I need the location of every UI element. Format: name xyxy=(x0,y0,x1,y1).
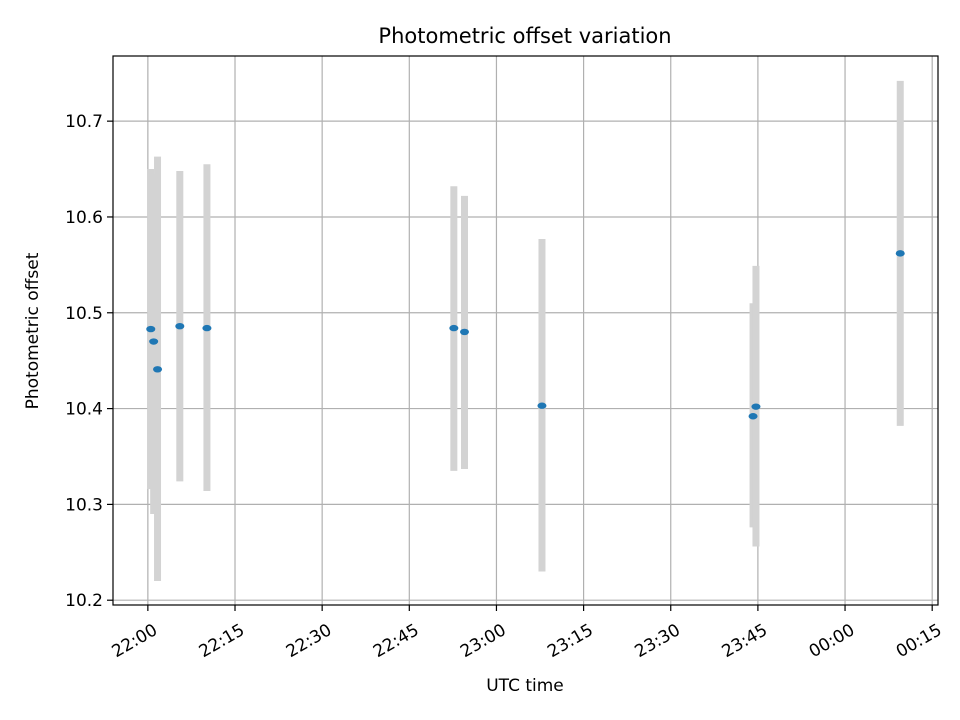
data-point xyxy=(175,322,185,330)
data-point xyxy=(751,403,761,410)
data-point xyxy=(149,338,159,345)
data-point xyxy=(449,324,459,332)
plot-frame xyxy=(112,55,939,606)
grid-lines xyxy=(113,56,938,605)
chart-title: Photometric offset variation xyxy=(378,24,671,48)
y-axis-label: Photometric offset xyxy=(23,252,43,409)
y-tick-label: 10.4 xyxy=(65,400,103,420)
data-points xyxy=(146,250,905,420)
data-point xyxy=(537,402,547,409)
y-tick-label: 10.3 xyxy=(65,495,103,515)
data-point xyxy=(748,413,758,420)
y-tick-label: 10.7 xyxy=(65,112,103,132)
data-point xyxy=(146,325,156,333)
y-axis-ticks: 10.2 10.3 10.4 10.5 10.6 10.7 xyxy=(65,112,113,611)
data-point xyxy=(895,250,905,257)
data-point xyxy=(153,366,163,373)
y-tick-label: 10.6 xyxy=(65,208,103,228)
y-tick-label: 10.2 xyxy=(65,591,103,611)
data-point xyxy=(202,324,212,332)
x-axis-label: UTC time xyxy=(486,676,564,696)
y-tick-label: 10.5 xyxy=(65,304,103,324)
data-point xyxy=(459,328,469,336)
